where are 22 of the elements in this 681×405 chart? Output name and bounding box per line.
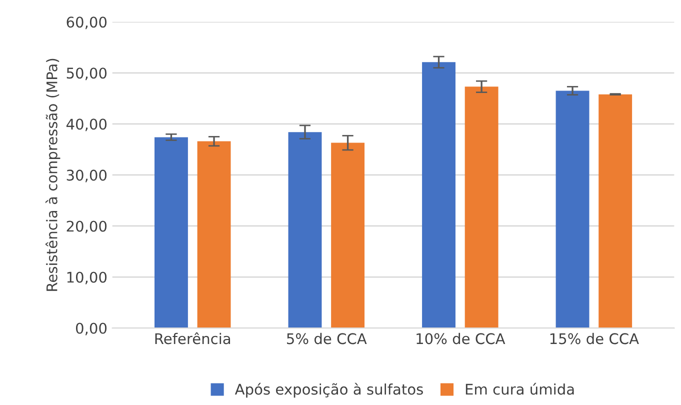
bar (288, 132, 322, 328)
bar (422, 62, 456, 328)
bar (331, 142, 365, 328)
bar (197, 141, 231, 328)
y-tick-label: 30,00 (66, 170, 107, 182)
bar (598, 94, 632, 328)
y-tick-label: 40,00 (66, 118, 107, 132)
y-tick-label: 60,00 (66, 16, 107, 30)
legend-label: Após exposição à sulfatos (234, 382, 423, 398)
y-tick-label: 20,00 (66, 220, 107, 234)
y-tick-label: 0,00 (76, 322, 107, 336)
bar (464, 86, 498, 328)
x-tick-label: 15% de CCA (550, 332, 639, 344)
legend-label: Em cura úmida (466, 382, 574, 395)
bar (154, 137, 188, 328)
y-axis-title: Resistência à compressão (MPa) (46, 58, 60, 291)
x-tick-label: 10% de CCA (416, 332, 506, 344)
x-tick-label: Referência (155, 332, 230, 344)
x-tick-label: 5% de CCA (287, 332, 367, 344)
y-tick-label: 50,00 (66, 68, 107, 80)
bar (556, 90, 590, 328)
y-tick-label: 10,00 (67, 272, 107, 284)
